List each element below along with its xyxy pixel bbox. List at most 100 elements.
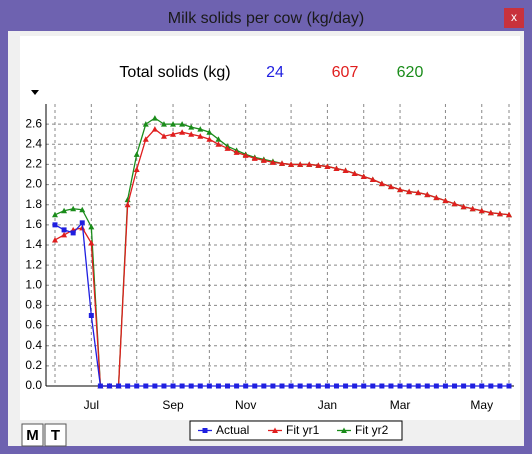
point [497, 383, 503, 389]
y-tick-label: 0.0 [25, 378, 42, 392]
y-tick-label: 0.8 [25, 298, 42, 312]
point [61, 231, 68, 238]
point [433, 383, 439, 389]
point [188, 383, 194, 389]
point [315, 162, 322, 168]
point [142, 121, 149, 127]
point [52, 211, 58, 218]
point [215, 141, 222, 147]
point [415, 383, 421, 389]
point [88, 223, 95, 230]
y-tick-label: 2.2 [25, 157, 42, 171]
total-value: 620 [397, 64, 424, 81]
point [342, 167, 349, 173]
y-tick-label: 0.2 [25, 358, 42, 372]
point [397, 383, 403, 389]
point [52, 222, 58, 228]
point [160, 121, 167, 127]
point [70, 205, 77, 212]
point [324, 163, 331, 169]
point [270, 383, 276, 389]
point [488, 383, 494, 389]
y-tick-label: 1.8 [25, 197, 42, 211]
total-value: 607 [332, 64, 359, 81]
x-tick-label: May [470, 398, 493, 412]
point [234, 383, 240, 389]
point [470, 383, 476, 389]
x-tick-label: Jan [318, 398, 337, 412]
point [379, 383, 385, 389]
point [433, 194, 440, 201]
y-tick-label: 0.4 [25, 338, 42, 352]
point [506, 383, 512, 389]
window-title: Milk solids per cow (kg/day) [168, 10, 365, 27]
point [133, 151, 140, 157]
point [324, 383, 330, 389]
point [361, 383, 367, 389]
total-value: 24 [266, 64, 284, 81]
point [79, 206, 86, 213]
point [460, 203, 467, 210]
point [179, 129, 186, 135]
x-tick-label: Sep [162, 398, 184, 412]
point [61, 227, 67, 233]
point [125, 383, 131, 389]
legend-marker [202, 428, 208, 433]
point [116, 383, 122, 389]
point [406, 383, 412, 389]
point [451, 200, 458, 207]
point [170, 131, 177, 137]
point [188, 124, 195, 130]
point [151, 115, 158, 121]
point [161, 383, 167, 389]
point [388, 383, 394, 389]
point [79, 220, 85, 226]
point [333, 383, 339, 389]
point [478, 207, 485, 214]
point [452, 383, 458, 389]
point [52, 236, 58, 243]
point [269, 159, 276, 165]
x-tick-label: Nov [235, 398, 256, 412]
point [206, 136, 213, 142]
point [487, 209, 494, 216]
point [224, 145, 231, 151]
point [288, 383, 294, 389]
point [360, 173, 367, 180]
point [225, 383, 231, 389]
point [424, 383, 430, 389]
button-label[interactable]: M [26, 427, 39, 444]
close-button[interactable] [504, 8, 524, 28]
button-m[interactable] [21, 423, 44, 447]
point [424, 191, 431, 198]
point [351, 170, 358, 176]
point [279, 160, 285, 166]
point [242, 152, 249, 158]
button-t[interactable] [44, 423, 67, 447]
point [197, 383, 203, 389]
point [243, 383, 249, 389]
point [506, 211, 512, 218]
point [442, 383, 448, 389]
legend-label: Fit yr1 [286, 423, 320, 437]
point [279, 383, 285, 389]
point [369, 176, 376, 183]
point [415, 189, 422, 196]
point [251, 155, 258, 161]
point [252, 383, 258, 389]
point [306, 161, 313, 167]
point [215, 383, 221, 389]
point [170, 383, 176, 389]
point [315, 383, 321, 389]
point [233, 149, 240, 155]
point [97, 383, 103, 389]
point [151, 126, 158, 132]
y-tick-label: 1.6 [25, 217, 42, 231]
point [260, 157, 267, 163]
legend-marker [341, 427, 347, 433]
button-label[interactable]: T [51, 427, 60, 444]
y-tick-label: 1.4 [25, 237, 42, 251]
legend-label: Fit yr2 [355, 423, 389, 437]
close-icon[interactable]: x [511, 10, 517, 24]
legend-marker [272, 427, 278, 433]
